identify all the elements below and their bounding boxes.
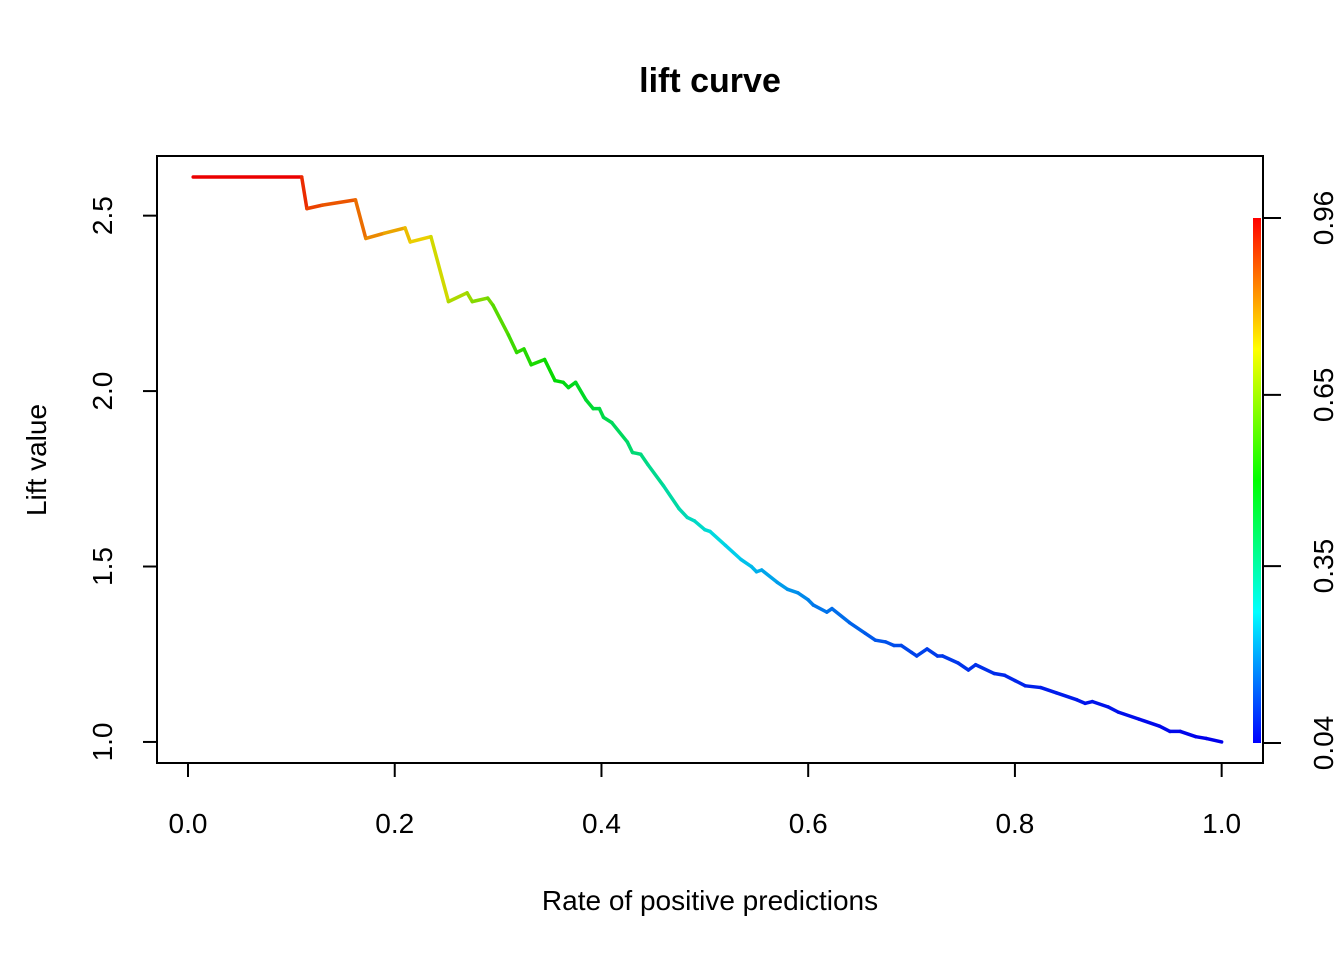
lift-curve-segment (775, 580, 790, 592)
lift-curve-segment (1039, 685, 1059, 695)
lift-curve-segment (1090, 699, 1110, 709)
colorbar-axis: 0.04 0.35 0.65 0.96 (1263, 191, 1339, 771)
lift-curve-segment (1002, 673, 1017, 683)
lift-curve-segment (708, 529, 728, 548)
lift-curve-segment (925, 647, 940, 658)
lift-curve-segment (1157, 724, 1172, 734)
lift-curve-segment (364, 231, 387, 241)
colorbar-tick-label: 0.96 (1308, 191, 1339, 246)
lift-curve-segment (320, 198, 358, 207)
lift-curve-segment (573, 380, 588, 402)
colorbar-tick-label: 0.65 (1308, 368, 1339, 423)
lift-curve-segment (529, 357, 547, 367)
x-axis-label: Rate of positive predictions (542, 885, 878, 916)
lift-curve-segment (1023, 684, 1043, 690)
lift-curve-segment (1178, 729, 1198, 739)
lift-curve-segment (956, 661, 971, 672)
colorbar-tick-label: 0.35 (1308, 539, 1339, 594)
lift-curve-segment (811, 603, 829, 614)
lift-curve-segment (1013, 678, 1028, 688)
colorbar (1253, 218, 1261, 743)
lift-curve-segment (522, 347, 533, 367)
y-axis: 1.0 1.5 2.0 2.5 (87, 196, 157, 761)
lift-curve-segment (723, 543, 743, 562)
x-tick-label: 0.6 (789, 808, 828, 839)
lift-curve-segment (382, 226, 407, 235)
lift-curve-segment (305, 203, 325, 211)
lift-curve-segment (940, 654, 960, 665)
lift-curve-segment (299, 175, 309, 211)
lift-curve-segment (408, 234, 433, 244)
lift-curve-segment (584, 398, 595, 411)
x-tick-label: 1.0 (1202, 808, 1241, 839)
y-tick-label: 1.0 (87, 722, 118, 761)
lift-curve-segment (847, 620, 867, 635)
plot-frame (156, 155, 1264, 764)
lift-curve-segment (830, 606, 852, 625)
lift-curve-segment (785, 587, 800, 595)
lift-curve-segment (739, 557, 754, 569)
lift-curve-segment (796, 591, 810, 602)
lift-curve-segment (638, 452, 650, 467)
x-tick-label: 0.4 (582, 808, 621, 839)
lift-curve-segment (646, 463, 666, 488)
x-tick-label: 0.2 (375, 808, 414, 839)
lift-curve-segment (446, 291, 469, 304)
lift-curve-segment (759, 568, 779, 585)
lift-curve-segment (1054, 691, 1079, 702)
y-axis-label: Lift value (21, 404, 52, 516)
lift-curve-segment (470, 296, 490, 304)
lift-curve-segment (973, 663, 997, 676)
lift-curve-segment (899, 643, 914, 655)
lift-series-line (191, 175, 1224, 744)
lift-curve-segment (1106, 705, 1121, 714)
lift-curve-segment (692, 519, 707, 532)
lift-curve-segment (353, 198, 368, 241)
lift-curve-segment (863, 631, 878, 642)
lift-curve-segment (1204, 736, 1224, 744)
chart-title: lift curve (639, 62, 781, 100)
y-tick-label: 1.5 (87, 547, 118, 586)
y-tick-label: 2.0 (87, 372, 118, 411)
x-tick-label: 0.0 (169, 808, 208, 839)
lift-curve-segment (506, 333, 519, 355)
lift-curve-segment (542, 357, 557, 383)
lift-curve-segment (610, 420, 630, 444)
lift-curve-segment (1137, 717, 1162, 728)
lift-curve-segment (491, 303, 511, 337)
x-axis: 0.0 0.2 0.4 0.6 0.8 1.0 (169, 762, 1241, 839)
lift-curve-segment (625, 440, 635, 455)
colorbar-tick-label: 0.04 (1308, 716, 1339, 771)
lift-curve-segment (914, 647, 929, 658)
x-tick-label: 0.8 (995, 808, 1034, 839)
lift-curve-segment (1116, 710, 1141, 721)
lift-curve-segment (429, 234, 451, 304)
lift-curve-segment (677, 506, 690, 520)
lift-curve-segment (403, 226, 412, 244)
lift-curve-segment (661, 484, 681, 511)
y-tick-label: 2.5 (87, 196, 118, 235)
